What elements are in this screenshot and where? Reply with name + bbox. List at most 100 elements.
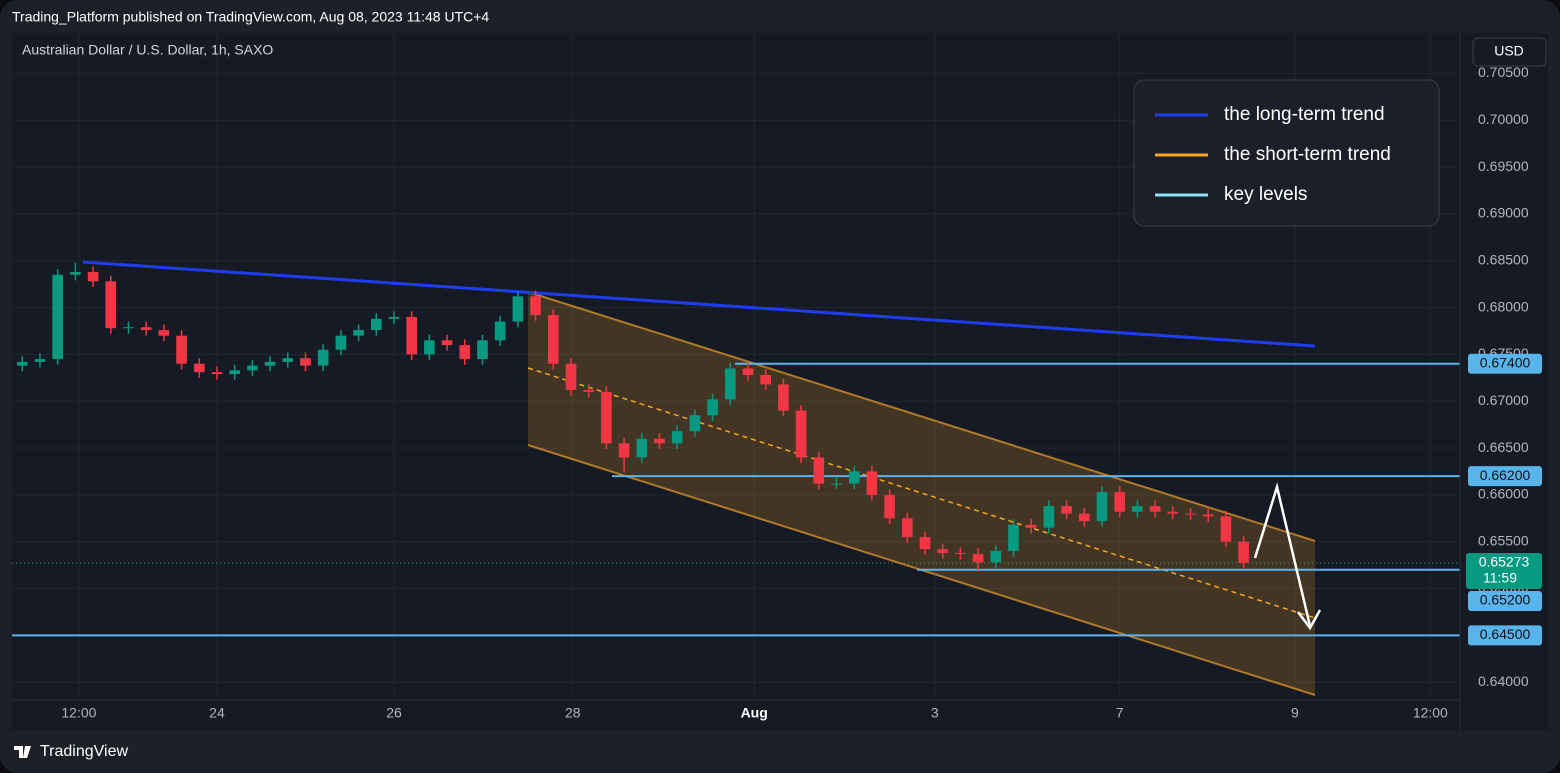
candle-body [1078, 513, 1090, 522]
publisher-line: Trading_Platform published on TradingVie… [12, 9, 489, 25]
tv-logo [14, 746, 31, 758]
key-level-label: 0.64500 [1480, 626, 1531, 642]
candle-body [689, 415, 701, 432]
candle-body [353, 330, 364, 336]
candle-body [16, 361, 28, 366]
candle-body [406, 316, 417, 355]
candle-body [441, 340, 453, 346]
candle-body [512, 296, 524, 322]
candle-body [211, 372, 223, 375]
x-tick-label: 12:00 [61, 705, 96, 721]
y-tick-label: 0.70000 [1478, 111, 1529, 127]
candle-body [52, 274, 63, 360]
x-tick-label: 26 [386, 705, 402, 721]
key-level-label: 0.66200 [1480, 467, 1531, 483]
candle-body [105, 281, 117, 329]
x-tick-label: 3 [931, 705, 939, 721]
candle-body [317, 349, 329, 366]
candle-body [300, 358, 311, 366]
candle-body [636, 438, 648, 458]
candle-body [282, 358, 294, 362]
legend-label: the short-term trend [1224, 144, 1391, 165]
candle-body [724, 368, 736, 400]
candle-body [335, 335, 347, 350]
candle-body [1043, 506, 1055, 528]
y-tick-label: 0.70500 [1478, 64, 1529, 80]
candle-body [972, 553, 984, 563]
candle-body [1238, 541, 1249, 563]
candle-body [158, 330, 170, 336]
candle-body [1008, 524, 1019, 552]
y-tick-label: 0.67000 [1478, 392, 1529, 408]
candle-body [618, 443, 630, 458]
y-tick-label: 0.68500 [1478, 251, 1529, 267]
x-tick-label: 12:00 [1413, 705, 1448, 721]
channel-top [527, 291, 1316, 542]
y-tick-label: 0.69000 [1478, 205, 1529, 221]
y-tick-label: 0.65500 [1478, 532, 1529, 548]
candle-body [831, 483, 842, 485]
candle-body [955, 552, 966, 554]
candle-body [1149, 506, 1161, 512]
brand: TradingView [40, 743, 128, 760]
channel-fill [528, 292, 1315, 695]
candle-body [601, 391, 612, 444]
candle-body [530, 296, 541, 316]
last-price-box [1466, 552, 1542, 589]
candle-body [760, 374, 772, 385]
candle-body [494, 321, 506, 341]
candle-body [424, 340, 435, 355]
legend-label: key levels [1224, 184, 1307, 205]
candle-body [565, 363, 577, 390]
candle-body [370, 318, 382, 331]
currency-button[interactable] [1472, 37, 1547, 67]
candle-body [70, 271, 81, 275]
y-tick-label: 0.64000 [1478, 673, 1529, 689]
candle-body [264, 361, 276, 366]
candle-body [1202, 514, 1214, 517]
candle-body [1114, 492, 1126, 512]
candle-body [1061, 506, 1072, 514]
candle-body [176, 335, 187, 364]
currency-label[interactable]: USD [1494, 43, 1524, 59]
candle-body [990, 551, 1002, 563]
candle-body [193, 363, 205, 373]
candle-body [937, 549, 949, 553]
candle-body [1167, 511, 1179, 514]
y-tick-label: 0.68000 [1478, 298, 1529, 314]
candle-body [1096, 492, 1108, 522]
candle-body [87, 271, 99, 282]
y-tick-label: 0.66000 [1478, 486, 1529, 502]
candle-body [123, 327, 134, 329]
candle-body [583, 389, 594, 392]
candle-body [795, 410, 807, 458]
candle-body [884, 494, 895, 519]
candle-body [778, 384, 789, 411]
candle-body [654, 438, 665, 444]
candle-body [901, 518, 913, 538]
candle-body [1220, 516, 1232, 542]
legend-box [1133, 79, 1440, 227]
x-tick-label: 28 [565, 705, 581, 721]
candle-body [1025, 524, 1037, 528]
long-term-trendline [82, 260, 1316, 348]
candle-body [34, 359, 46, 362]
key-level-label: 0.65200 [1480, 592, 1531, 608]
x-tick-label: 9 [1291, 705, 1299, 721]
candle-body [388, 316, 400, 319]
candle-body [459, 345, 471, 360]
candle-body [140, 327, 152, 331]
candle-body [848, 471, 860, 484]
x-tick-label: 24 [209, 705, 225, 721]
candle-body [1132, 506, 1143, 512]
candle-body [707, 399, 718, 416]
last-price-label: 0.65273 [1479, 554, 1530, 570]
y-tick-label: 0.66500 [1478, 439, 1529, 455]
channel-mid [527, 367, 1316, 619]
candle-body [229, 370, 240, 375]
candle-body [866, 471, 878, 495]
candle-body [477, 340, 488, 360]
countdown: 11:59 [1483, 570, 1517, 586]
